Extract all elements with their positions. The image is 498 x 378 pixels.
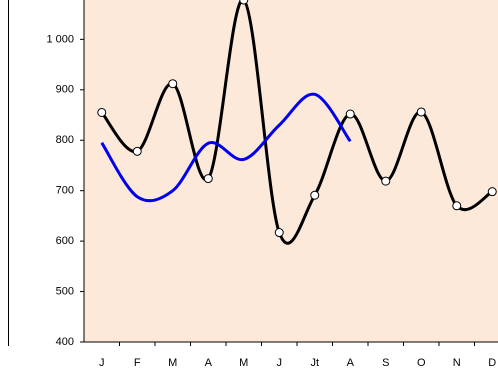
point-marker	[203, 174, 213, 184]
series-line	[100, 92, 352, 203]
point-marker	[310, 190, 320, 200]
point-marker	[239, 0, 249, 5]
point-marker	[168, 79, 178, 89]
x-tick-label: S	[382, 357, 389, 369]
y-tick-label: 800	[56, 134, 74, 146]
point-marker	[345, 109, 355, 119]
y-tick-label: 400	[56, 336, 74, 348]
x-tick-label: A	[205, 357, 213, 369]
point-marker	[132, 146, 142, 156]
x-tick-label: Jt	[310, 357, 319, 369]
y-tick-label: 500	[56, 285, 74, 297]
x-tick-label: N	[453, 357, 461, 369]
x-tick-label: J	[99, 357, 105, 369]
y-tick-label: 700	[56, 185, 74, 197]
x-tick-label: J	[277, 357, 283, 369]
plot-area	[84, 0, 498, 342]
y-tick-label: 900	[56, 84, 74, 96]
point-marker	[452, 201, 462, 211]
y-tick-label: 600	[56, 235, 74, 247]
point-marker	[487, 187, 497, 197]
point-marker	[381, 176, 391, 186]
x-tick-label: F	[134, 357, 141, 369]
x-tick-label: M	[168, 357, 177, 369]
x-tick-label: M	[239, 357, 248, 369]
y-tick-label: 1 000	[46, 33, 74, 45]
x-tick-label: O	[417, 357, 426, 369]
x-tick-label: D	[488, 357, 496, 369]
point-marker	[274, 228, 284, 238]
point-marker	[416, 107, 426, 117]
x-tick-label: A	[347, 357, 355, 369]
point-marker	[97, 107, 107, 117]
